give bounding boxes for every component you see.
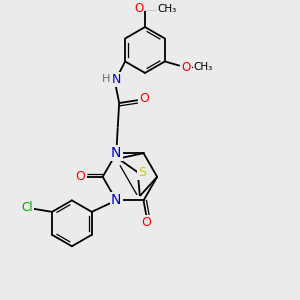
Text: N: N [111, 194, 122, 207]
Text: H: H [102, 74, 110, 84]
Text: O: O [76, 170, 85, 183]
Text: O: O [142, 216, 152, 229]
Text: CH₃: CH₃ [194, 62, 213, 72]
Text: N: N [112, 73, 121, 86]
Text: O: O [139, 92, 149, 105]
Text: S: S [138, 166, 146, 179]
Text: O: O [182, 61, 191, 74]
Text: N: N [111, 146, 122, 160]
Text: Cl: Cl [21, 201, 33, 214]
Text: O: O [134, 2, 143, 16]
Text: CH₃: CH₃ [158, 4, 177, 14]
